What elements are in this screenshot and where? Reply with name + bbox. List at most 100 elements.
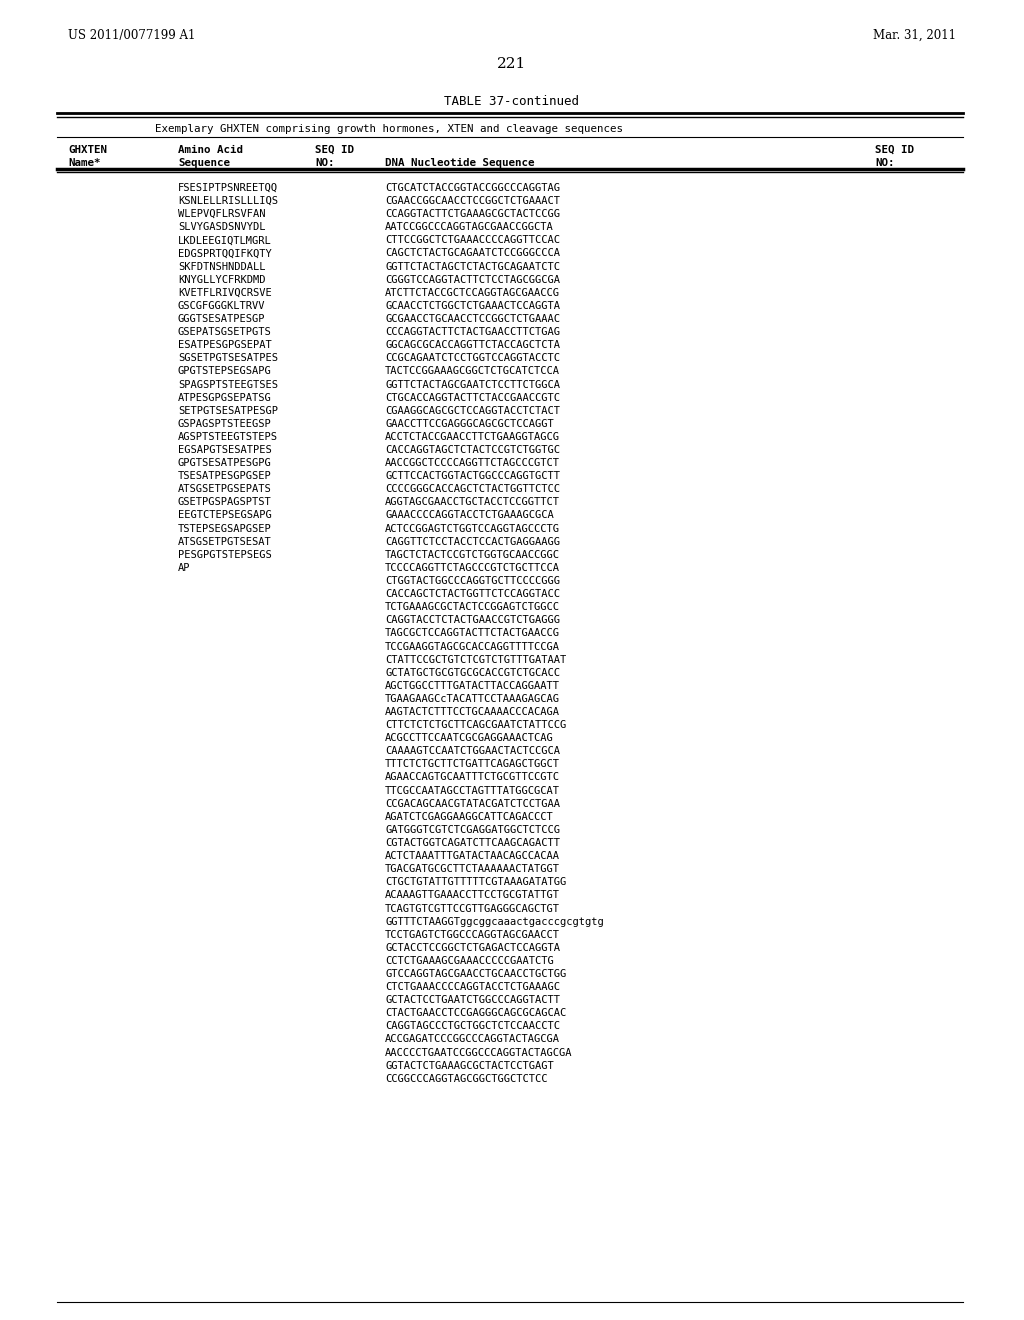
Text: AP: AP [178, 562, 190, 573]
Text: SPAGSPTSTEEGТSES: SPAGSPTSTEEGТSES [178, 380, 278, 389]
Text: TGACGATGCGCTTCTAAAAAACTATGGT: TGACGATGCGCTTCTAAAAAACTATGGT [385, 865, 560, 874]
Text: ESATPESGPGSEPAT: ESATPESGPGSEPAT [178, 341, 271, 350]
Text: CAGGTAGCCCTGCTGGCTCTCCAACCTC: CAGGTAGCCCTGCTGGCTCTCCAACCTC [385, 1022, 560, 1031]
Text: ACCTCTACCGAACCTTCTGAAGGTAGCG: ACCTCTACCGAACCTTCTGAAGGTAGCG [385, 432, 560, 442]
Text: GATGGGTCGTCTCGAGGATGGCTCTCCG: GATGGGTCGTCTCGAGGATGGCTCTCCG [385, 825, 560, 836]
Text: AACCCCTGAATCCGGCCCAGGTACTAGCGA: AACCCCTGAATCCGGCCCAGGTACTAGCGA [385, 1048, 572, 1057]
Text: TCCTGAGTCTGGCCCAGGTAGCGAACCT: TCCTGAGTCTGGCCCAGGTAGCGAACCT [385, 929, 560, 940]
Text: SETPGTSESATPESGP: SETPGTSESATPESGP [178, 405, 278, 416]
Text: CTGGTACTGGCCCAGGTGCTTCCCCGGG: CTGGTACTGGCCCAGGTGCTTCCCCGGG [385, 576, 560, 586]
Text: CTTCCGGCTCTGAAACCCCAGGTTCCAC: CTTCCGGCTCTGAAACCCCAGGTTCCAC [385, 235, 560, 246]
Text: CTATTCCGCTGTCTCGTCTGTTTGATAAT: CTATTCCGCTGTCTCGTCTGTTTGATAAT [385, 655, 566, 664]
Text: GCTTCCACTGGTACTGGCCCAGGTGCTT: GCTTCCACTGGTACTGGCCCAGGTGCTT [385, 471, 560, 482]
Text: CAGGTTCTCCTACCTCCACTGAGGAAGG: CAGGTTCTCCTACCTCCACTGAGGAAGG [385, 537, 560, 546]
Text: AAGTACTCTTTCCTGCAAAACCCACAGA: AAGTACTCTTTCCTGCAAAACCCACAGA [385, 708, 560, 717]
Text: GGTTCTACTAGCGAATCTCCTTCTGGCA: GGTTCTACTAGCGAATCTCCTTCTGGCA [385, 380, 560, 389]
Text: ACAAAGTTGAAACCTTCCTGCGTATTGT: ACAAAGTTGAAACCTTCCTGCGTATTGT [385, 891, 560, 900]
Text: ACTCTAAATTTGATACTAACAGCCACAA: ACTCTAAATTTGATACTAACAGCCACAA [385, 851, 560, 861]
Text: GAAACCCCAGGTACCTCTGAAAGCGCA: GAAACCCCAGGTACCTCTGAAAGCGCA [385, 511, 554, 520]
Text: NO:: NO: [874, 158, 895, 168]
Text: CAGCTCTACTGCAGAATCTCCGGGCCCA: CAGCTCTACTGCAGAATCTCCGGGCCCA [385, 248, 560, 259]
Text: 221: 221 [498, 57, 526, 71]
Text: CTCTGAAACCCCAGGTACCTCTGAAAGC: CTCTGAAACCCCAGGTACCTCTGAAAGC [385, 982, 560, 993]
Text: CGAACCGGCAACCTCCGGCTCTGAAACT: CGAACCGGCAACCTCCGGCTCTGAAACT [385, 197, 560, 206]
Text: NO:: NO: [315, 158, 335, 168]
Text: ACTCCGGAGTCTGGTCCAGGTAGCCCTG: ACTCCGGAGTCTGGTCCAGGTAGCCCTG [385, 524, 560, 533]
Text: CTTCTCTCTGCTTCAGCGAATCTATTCCG: CTTCTCTCTGCTTCAGCGAATCTATTCCG [385, 721, 566, 730]
Text: GPGTSESATPESGPG: GPGTSESATPESGPG [178, 458, 271, 469]
Text: KVETFLRIVQCRSVE: KVETFLRIVQCRSVE [178, 288, 271, 298]
Text: GAACCTTCCGAGGGCAGCGCTCCAGGT: GAACCTTCCGAGGGCAGCGCTCCAGGT [385, 418, 554, 429]
Text: CCGACAGCAACGTATACGATCTCCTGAA: CCGACAGCAACGTATACGATCTCCTGAA [385, 799, 560, 809]
Text: Name*: Name* [68, 158, 100, 168]
Text: FSESIPTPSNREETQQ: FSESIPTPSNREETQQ [178, 183, 278, 193]
Text: CCCCGGGCACCAGCTCTACTGGTTCTCC: CCCCGGGCACCAGCTCTACTGGTTCTCC [385, 484, 560, 494]
Text: AGATCTCGAGGAAGGCATTCAGACCCT: AGATCTCGAGGAAGGCATTCAGACCCT [385, 812, 554, 822]
Text: GTCCAGGTAGCGAACCTGCAACCTGCTGG: GTCCAGGTAGCGAACCTGCAACCTGCTGG [385, 969, 566, 979]
Text: TSTEPSEGSAPGSEP: TSTEPSEGSAPGSEP [178, 524, 271, 533]
Text: TAGCTCTACTCCGTCTGGTGCAACCGGC: TAGCTCTACTCCGTCTGGTGCAACCGGC [385, 550, 560, 560]
Text: AGGTAGCGAACCTGCTACCTCCGGTTCT: AGGTAGCGAACCTGCTACCTCCGGTTCT [385, 498, 560, 507]
Text: TGAAGAAGCcTACATTCCTAAAGAGCAG: TGAAGAAGCcTACATTCCTAAAGAGCAG [385, 694, 560, 704]
Text: SKFDTNSHNDDALL: SKFDTNSHNDDALL [178, 261, 265, 272]
Text: GCTATGCTGCGTGCGCACCGTCTGCACC: GCTATGCTGCGTGCGCACCGTCTGCACC [385, 668, 560, 677]
Text: SEQ ID: SEQ ID [315, 145, 354, 154]
Text: EGSAPGTSESATPES: EGSAPGTSESATPES [178, 445, 271, 455]
Text: TAGCGCTCCAGGTACTTCTACTGAACCG: TAGCGCTCCAGGTACTTCTACTGAACCG [385, 628, 560, 639]
Text: KNYGLLYCFRKDMD: KNYGLLYCFRKDMD [178, 275, 265, 285]
Text: GSPAGSPTSTEEGSP: GSPAGSPTSTEEGSP [178, 418, 271, 429]
Text: CGGGTCCAGGTACTTCTCCTAGCGGCGA: CGGGTCCAGGTACTTCTCCTAGCGGCGA [385, 275, 560, 285]
Text: SGSETPGTSESATPES: SGSETPGTSESATPES [178, 354, 278, 363]
Text: PESGPGTSTEPSEGS: PESGPGTSTEPSEGS [178, 550, 271, 560]
Text: GGTACTCTGAAAGCGCTACTCCTGAGT: GGTACTCTGAAAGCGCTACTCCTGAGT [385, 1061, 554, 1071]
Text: SLVYGASDSNVYDL: SLVYGASDSNVYDL [178, 222, 265, 232]
Text: ACCGAGATCCCGGCCCAGGTACTAGCGA: ACCGAGATCCCGGCCCAGGTACTAGCGA [385, 1035, 560, 1044]
Text: TCCCCAGGTTCTAGCCCGTCTGCTTCCA: TCCCCAGGTTCTAGCCCGTCTGCTTCCA [385, 562, 560, 573]
Text: GCTACTCCTGAATCTGGCCCAGGTACTT: GCTACTCCTGAATCTGGCCCAGGTACTT [385, 995, 560, 1006]
Text: EEGTСТЕРSEGSAPG: EEGTСТЕРSEGSAPG [178, 511, 271, 520]
Text: WLEPVQFLRSVFAN: WLEPVQFLRSVFAN [178, 209, 265, 219]
Text: CCGGCCCAGGTAGCGGCTGGCTCTCC: CCGGCCCAGGTAGCGGCTGGCTCTCC [385, 1073, 548, 1084]
Text: GSEPATSGSETPGTS: GSEPATSGSETPGTS [178, 327, 271, 337]
Text: Amino Acid: Amino Acid [178, 145, 243, 154]
Text: CTGCACCAGGTACTTCTACCGAACCGTC: CTGCACCAGGTACTTCTACCGAACCGTC [385, 392, 560, 403]
Text: GGTTCTACTAGCTCTACTGCAGAATCTC: GGTTCTACTAGCTCTACTGCAGAATCTC [385, 261, 560, 272]
Text: GGGTSESATPESGP: GGGTSESATPESGP [178, 314, 265, 323]
Text: CTGCTGTATTGTTTTTCGTAAAGATATGG: CTGCTGTATTGTTTTTCGTAAAGATATGG [385, 878, 566, 887]
Text: GGTTTCTAAGGTggcggcaaactgacccgcgtgtg: GGTTTCTAAGGTggcggcaaactgacccgcgtgtg [385, 916, 604, 927]
Text: GSETPGSPAGSPTST: GSETPGSPAGSPTST [178, 498, 271, 507]
Text: GCTACCTCCGGCTCTGAGACTCCAGGTA: GCTACCTCCGGCTCTGAGACTCCAGGTA [385, 942, 560, 953]
Text: GHXTEN: GHXTEN [68, 145, 106, 154]
Text: CGAAGGCAGCGCTCCAGGTACCTCTACT: CGAAGGCAGCGCTCCAGGTACCTCTACT [385, 405, 560, 416]
Text: LKDLEEGIQTLMGRL: LKDLEEGIQTLMGRL [178, 235, 271, 246]
Text: TSESATPESGPGSEP: TSESATPESGPGSEP [178, 471, 271, 482]
Text: AGSPTSTEEGTSTEPS: AGSPTSTEEGTSTEPS [178, 432, 278, 442]
Text: CAGGTACCTCTACTGAACCGTCTGAGGG: CAGGTACCTCTACTGAACCGTCTGAGGG [385, 615, 560, 626]
Text: ACGCCTTCCAATCGCGAGGAAACTCAG: ACGCCTTCCAATCGCGAGGAAACTCAG [385, 733, 554, 743]
Text: CTACTGAACCTCCGAGGGCAGCGCAGCAC: CTACTGAACCTCCGAGGGCAGCGCAGCAC [385, 1008, 566, 1018]
Text: GCAACCTCTGGCTCTGAAACTCCAGGTA: GCAACCTCTGGCTCTGAAACTCCAGGTA [385, 301, 560, 312]
Text: DNA Nucleotide Sequence: DNA Nucleotide Sequence [385, 158, 535, 168]
Text: TCCGAAGGTAGCGCACCAGGTTTTCCGA: TCCGAAGGTAGCGCACCAGGTTTTCCGA [385, 642, 560, 652]
Text: EDGSPRTQQIFKQTY: EDGSPRTQQIFKQTY [178, 248, 271, 259]
Text: CAAAAGTCCAATCTGGAACTACTCCGCA: CAAAAGTCCAATCTGGAACTACTCCGCA [385, 746, 560, 756]
Text: CCGCAGAATCTCCTGGTCCAGGTACCTC: CCGCAGAATCTCCTGGTCCAGGTACCTC [385, 354, 560, 363]
Text: AGAACCAGTGCAATTTCTGCGTTCCGTC: AGAACCAGTGCAATTTCTGCGTTCCGTC [385, 772, 560, 783]
Text: ATPESGPGSEPATSG: ATPESGPGSEPATSG [178, 392, 271, 403]
Text: CGTACTGGTCAGATCTTCAAGCAGACTT: CGTACTGGTCAGATCTTCAAGCAGACTT [385, 838, 560, 847]
Text: CACCAGCTCTACTGGTTCTCCAGGTACC: CACCAGCTCTACTGGTTCTCCAGGTACC [385, 589, 560, 599]
Text: Mar. 31, 2011: Mar. 31, 2011 [873, 29, 956, 42]
Text: TCAGTGTCGTTCCGTTGAGGGCAGCTGT: TCAGTGTCGTTCCGTTGAGGGCAGCTGT [385, 903, 560, 913]
Text: TABLE 37-continued: TABLE 37-continued [444, 95, 580, 108]
Text: ATSGSETPGSEPATS: ATSGSETPGSEPATS [178, 484, 271, 494]
Text: ATSGSETPGTSESAT: ATSGSETPGTSESAT [178, 537, 271, 546]
Text: AACCGGCTCCCCAGGTTCTAGCCCGTCT: AACCGGCTCCCCAGGTTCTAGCCCGTCT [385, 458, 560, 469]
Text: TTCGCCAATAGCCTAGTTTATGGCGCAT: TTCGCCAATAGCCTAGTTTATGGCGCAT [385, 785, 560, 796]
Text: AGCTGGCCTTTGATACTTACCAGGAATT: AGCTGGCCTTTGATACTTACCAGGAATT [385, 681, 560, 690]
Text: KSNLELLRISLLLIQS: KSNLELLRISLLLIQS [178, 197, 278, 206]
Text: CCAGGTACTTCTGAAAGCGCTACTCCGG: CCAGGTACTTCTGAAAGCGCTACTCCGG [385, 209, 560, 219]
Text: Sequence: Sequence [178, 158, 230, 168]
Text: Exemplary GHXTEN comprising growth hormones, XTEN and cleavage sequences: Exemplary GHXTEN comprising growth hormo… [155, 124, 623, 135]
Text: CACCAGGTAGCTCTACTCCGTCTGGTGC: CACCAGGTAGCTCTACTCCGTCTGGTGC [385, 445, 560, 455]
Text: TCTGAAAGCGCTACTCCGGAGTCTGGCC: TCTGAAAGCGCTACTCCGGAGTCTGGCC [385, 602, 560, 612]
